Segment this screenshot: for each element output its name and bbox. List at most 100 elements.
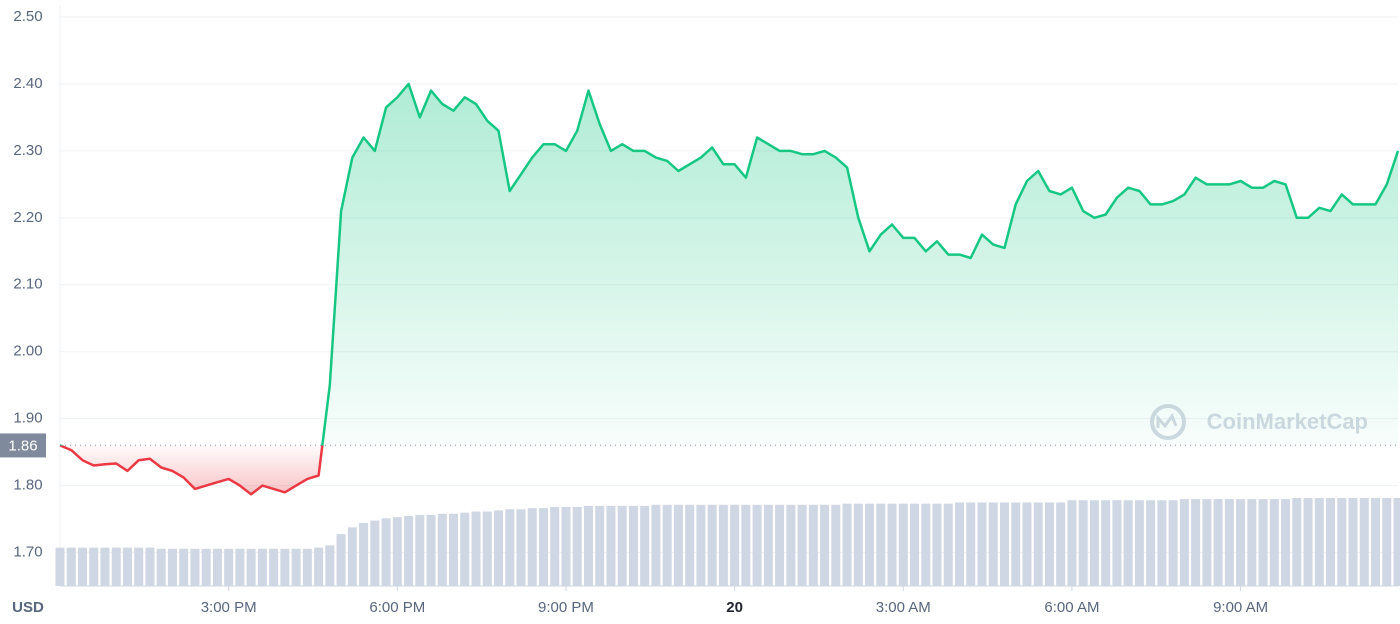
price-area	[60, 83, 1398, 495]
volume-bar	[1359, 498, 1369, 586]
x-tick-label: 6:00 AM	[1044, 599, 1099, 616]
volume-bar	[1371, 498, 1381, 586]
baseline-label-box	[0, 433, 46, 458]
volume-bar	[988, 502, 998, 586]
volume-bar	[1258, 499, 1268, 586]
volume-bar	[673, 504, 683, 586]
x-tick-label: 6:00 PM	[369, 599, 425, 616]
volume-bar	[685, 504, 695, 586]
volume-bar	[1224, 499, 1234, 586]
volume-bar	[1101, 500, 1111, 586]
volume-bar	[966, 502, 976, 586]
volume-bar	[460, 512, 470, 586]
volume-bar	[336, 534, 346, 586]
y-axis-label: USD	[12, 599, 44, 616]
volume-bar	[1146, 500, 1156, 586]
volume-bar	[820, 504, 830, 586]
volume-bar	[1157, 500, 1167, 586]
volume-bar	[55, 547, 65, 586]
volume-bar	[831, 504, 841, 586]
volume-bar	[437, 513, 447, 586]
volume-bar	[359, 522, 369, 586]
volume-bar	[775, 504, 785, 586]
volume-bar	[628, 505, 638, 586]
volume-bar	[449, 513, 459, 586]
volume-bar	[269, 548, 279, 586]
volume-bar	[77, 547, 87, 586]
volume-bar	[561, 507, 571, 586]
volume-bar	[538, 508, 548, 586]
volume-bar	[1089, 500, 1099, 586]
volume-bar	[381, 518, 391, 586]
volume-bar	[1326, 498, 1336, 586]
volume-bar	[1044, 502, 1054, 586]
volume-bar	[156, 548, 166, 586]
volume-bar	[865, 503, 875, 586]
volume-bar	[730, 504, 740, 586]
volume-bar	[505, 509, 515, 586]
volume-bar	[415, 514, 425, 586]
volume-bar	[1191, 499, 1201, 586]
volume-bar	[1078, 500, 1088, 586]
volume-bar	[134, 547, 144, 586]
volume-bar	[1213, 499, 1223, 586]
volume-bar	[370, 520, 380, 586]
volume-bar	[1269, 499, 1279, 586]
volume-bar	[583, 505, 593, 586]
volume-bar	[617, 505, 627, 586]
y-tick-label: 2.20	[13, 209, 42, 226]
volume-bar	[741, 504, 751, 586]
y-tick-label: 2.30	[13, 142, 42, 159]
volume-bar	[1179, 499, 1189, 586]
volume-bar	[977, 502, 987, 586]
volume-bar	[201, 548, 211, 586]
volume-bar	[910, 503, 920, 586]
volume-bar	[752, 504, 762, 586]
y-tick-label: 2.00	[13, 343, 42, 360]
volume-bar	[1168, 500, 1178, 586]
volume-bar	[1056, 502, 1066, 586]
volume-bar	[89, 547, 99, 586]
volume-bar	[1236, 499, 1246, 586]
volume-bar	[1247, 499, 1257, 586]
volume-bar	[707, 504, 717, 586]
baseline-label: 1.86	[8, 437, 37, 454]
x-tick-label: 3:00 AM	[876, 599, 931, 616]
volume-bar	[1382, 498, 1392, 586]
volume-bar	[482, 511, 492, 586]
volume-bar	[595, 505, 605, 586]
volume-bar	[606, 505, 616, 586]
volume-bar	[1067, 500, 1077, 586]
volume-bar	[797, 504, 807, 586]
volume-bar	[392, 517, 402, 586]
volume-bar	[325, 545, 335, 586]
y-tick-label: 1.80	[13, 477, 42, 494]
volume-bar	[1292, 498, 1302, 586]
x-tick-label: 3:00 PM	[201, 599, 257, 616]
volume-bar	[696, 504, 706, 586]
volume-bar	[1134, 500, 1144, 586]
volume-bar	[640, 505, 650, 586]
volume-bar	[1011, 502, 1021, 586]
volume-bar	[235, 548, 245, 586]
volume-bar	[516, 509, 526, 586]
volume-bar	[224, 548, 234, 586]
y-tick-label: 2.40	[13, 75, 42, 92]
volume-bar	[527, 508, 537, 586]
volume-bar	[167, 548, 177, 586]
volume-bar	[179, 548, 189, 586]
volume-bar	[426, 514, 436, 586]
price-line	[59, 82, 1400, 496]
volume-bar	[887, 503, 897, 586]
volume-bar	[280, 548, 290, 586]
volume-bar	[718, 504, 728, 586]
volume-bar	[1281, 499, 1291, 586]
y-tick-label: 1.90	[13, 410, 42, 427]
volume-bar	[471, 511, 481, 586]
volume-bar	[404, 516, 414, 586]
volume-bar	[954, 502, 964, 586]
volume-bar	[808, 504, 818, 586]
volume-bar	[572, 507, 582, 586]
